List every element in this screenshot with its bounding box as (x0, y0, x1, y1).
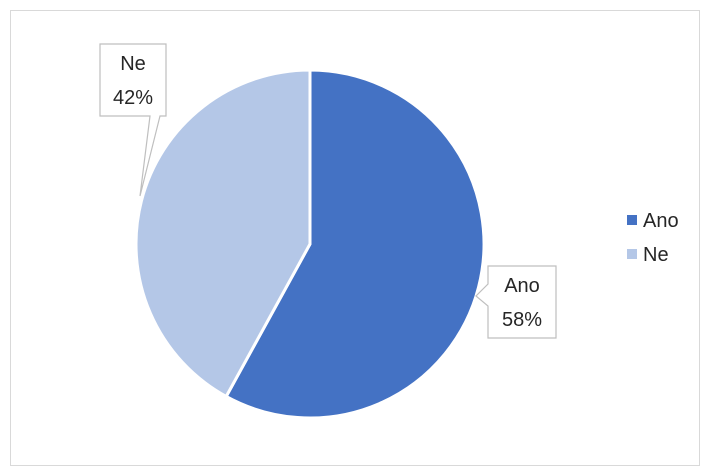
data-label-percent: 58% (502, 309, 542, 331)
data-label-ne: Ne 42% (99, 43, 167, 197)
data-label-percent: 42% (113, 87, 153, 109)
callout-box (475, 265, 557, 339)
legend-label: Ne (643, 244, 669, 266)
legend-item-ne: Ne (627, 244, 669, 266)
pie-slice-ano (224, 68, 486, 420)
legend-swatch (627, 215, 637, 225)
data-label-category: Ano (504, 275, 540, 297)
data-label-category: Ne (120, 53, 146, 75)
callout-box (99, 43, 167, 197)
legend-label: Ano (643, 210, 679, 232)
legend-swatch (627, 249, 637, 259)
data-label-ano: Ano 58% (475, 265, 557, 339)
legend-item-ano: Ano (627, 210, 679, 232)
pie-slice-ne (134, 68, 312, 398)
